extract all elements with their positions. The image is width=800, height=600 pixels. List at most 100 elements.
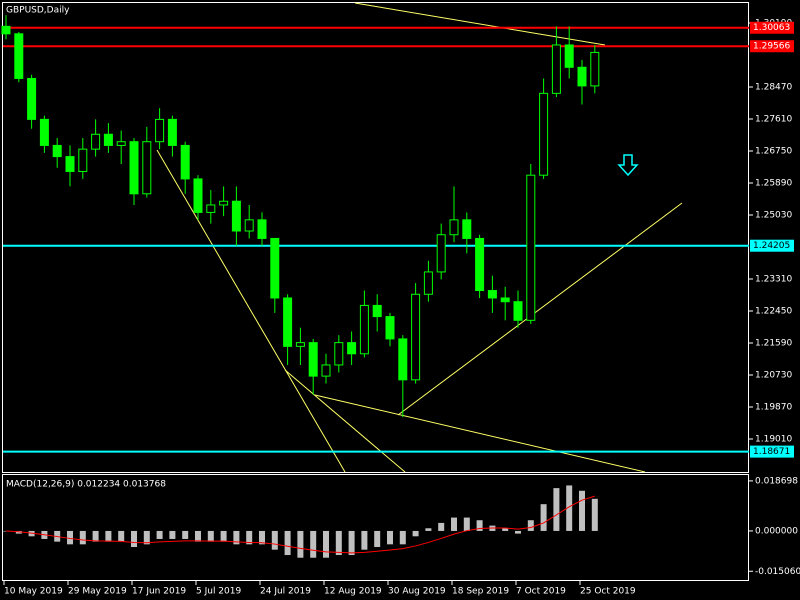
macd-bar bbox=[527, 520, 534, 531]
candle-body bbox=[193, 178, 203, 213]
macd-bar bbox=[515, 530, 521, 534]
candle-body bbox=[129, 141, 139, 195]
trendline bbox=[397, 202, 683, 416]
x-tick-label: 24 Jul 2019 bbox=[260, 587, 311, 597]
macd-bar bbox=[271, 530, 278, 550]
x-tick-label: 18 Sep 2019 bbox=[452, 587, 509, 597]
y-tick-label: 1.19010 bbox=[755, 434, 792, 444]
macd-bar bbox=[92, 530, 99, 542]
x-tick-label: 12 Aug 2019 bbox=[324, 587, 382, 597]
candle-body bbox=[359, 304, 369, 355]
candle-body bbox=[244, 219, 254, 232]
x-tick-label: 5 Jul 2019 bbox=[196, 587, 241, 597]
macd-bar bbox=[553, 488, 560, 531]
y-tick-label: 1.26750 bbox=[755, 147, 792, 157]
candle-body bbox=[257, 219, 267, 239]
macd-bar bbox=[246, 530, 253, 545]
level-label: 1.29566 bbox=[753, 42, 790, 52]
macd-bar bbox=[15, 530, 22, 534]
macd-bar bbox=[143, 530, 150, 545]
x-tick-label: 30 Aug 2019 bbox=[388, 587, 446, 597]
candle-body bbox=[411, 293, 421, 381]
macd-bar bbox=[28, 530, 35, 537]
macd-bar bbox=[579, 490, 585, 531]
x-tick-label: 29 May 2019 bbox=[68, 587, 127, 597]
macd-bar bbox=[297, 530, 304, 558]
macd-bar bbox=[335, 530, 342, 556]
trendline bbox=[156, 149, 346, 473]
macd-bar bbox=[79, 530, 86, 545]
candle-body bbox=[539, 92, 549, 176]
candle-body bbox=[449, 219, 459, 236]
candle-body bbox=[462, 219, 472, 239]
macd-bar bbox=[451, 517, 457, 531]
y-tick-label: 0.000000 bbox=[755, 526, 798, 536]
macd-bar bbox=[67, 530, 73, 545]
candle-body bbox=[283, 297, 293, 347]
y-tick-label: 1.25890 bbox=[755, 179, 792, 189]
y-tick-label: 1.23310 bbox=[755, 275, 792, 285]
candle-body bbox=[398, 338, 408, 381]
level-label: 1.30063 bbox=[753, 23, 790, 33]
macd-bar bbox=[540, 504, 547, 531]
candle-body bbox=[155, 118, 165, 143]
macd-bar bbox=[425, 528, 432, 531]
macd-bar bbox=[310, 530, 317, 558]
x-tick-label: 25 Oct 2019 bbox=[580, 587, 636, 597]
macd-bar bbox=[566, 485, 573, 531]
candle-body bbox=[347, 342, 357, 355]
y-tick-label: 0.018698 bbox=[755, 476, 798, 486]
candle-body bbox=[436, 234, 446, 273]
candle-body bbox=[167, 118, 177, 146]
macd-bar bbox=[220, 530, 227, 542]
macd-bar bbox=[361, 530, 368, 550]
candle-body bbox=[231, 200, 241, 232]
macd-bar bbox=[195, 530, 201, 542]
macd-bar bbox=[259, 530, 265, 545]
candle-body bbox=[103, 133, 113, 146]
y-tick-label: 1.20730 bbox=[755, 371, 792, 381]
macd-bar bbox=[374, 530, 381, 548]
signal-line bbox=[5, 495, 595, 554]
candle-body bbox=[116, 141, 126, 146]
candle-body bbox=[487, 290, 497, 299]
candle-body bbox=[513, 301, 523, 321]
macd-bar bbox=[476, 520, 483, 531]
candle-body bbox=[1, 25, 11, 35]
candle-body bbox=[564, 44, 574, 68]
candle-body bbox=[308, 342, 318, 377]
level-label-box bbox=[750, 239, 794, 252]
macd-bar bbox=[131, 530, 137, 548]
level-label-box bbox=[750, 40, 794, 53]
candle-body bbox=[526, 174, 536, 321]
candle-body bbox=[551, 44, 561, 94]
candle-body bbox=[180, 144, 190, 180]
y-tick-label: 1.25030 bbox=[755, 211, 792, 221]
candle-body bbox=[78, 148, 88, 172]
trendline bbox=[354, 2, 606, 46]
chart-title: GBPUSD,Daily bbox=[6, 6, 70, 16]
level-label: 1.18671 bbox=[753, 447, 790, 457]
y-tick-label: -0.015060 bbox=[755, 567, 800, 577]
x-tick-label: 10 May 2019 bbox=[4, 587, 63, 597]
candle-body bbox=[14, 33, 24, 79]
candle-body bbox=[206, 204, 216, 213]
macd-title: MACD(12,26,9) 0.012234 0.013768 bbox=[6, 480, 166, 490]
macd-bar bbox=[387, 530, 393, 545]
macd-bar bbox=[169, 530, 176, 539]
candle-body bbox=[270, 237, 280, 299]
x-tick-label: 17 Jun 2019 bbox=[132, 587, 186, 597]
candle-body bbox=[385, 316, 395, 340]
candle-body bbox=[321, 364, 331, 377]
macd-bar bbox=[105, 530, 112, 542]
trendline bbox=[284, 369, 406, 473]
macd-bar bbox=[207, 530, 214, 542]
macd-bar bbox=[182, 530, 189, 539]
candle-body bbox=[219, 200, 229, 206]
candle-body bbox=[577, 66, 587, 87]
macd-bar bbox=[156, 530, 163, 539]
level-label: 1.24205 bbox=[753, 241, 790, 251]
macd-bar bbox=[591, 498, 598, 531]
